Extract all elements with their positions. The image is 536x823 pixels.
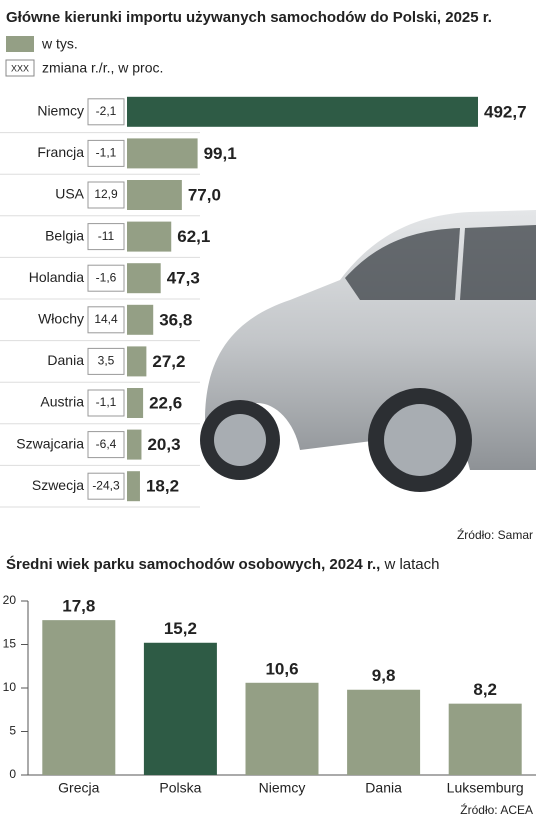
value-label: 17,8 bbox=[62, 597, 95, 616]
change-box bbox=[87, 431, 125, 459]
category-label: Francja bbox=[37, 144, 84, 160]
bar bbox=[347, 689, 421, 775]
title-main: Średni wiek parku samochodów osobowych, … bbox=[6, 555, 380, 573]
y-tick-label: 5 bbox=[9, 724, 16, 738]
bar bbox=[42, 620, 116, 775]
change-label: -24,3 bbox=[92, 478, 120, 492]
category-label: Austria bbox=[40, 394, 84, 410]
change-box bbox=[87, 264, 125, 292]
bar bbox=[127, 346, 147, 377]
category-label: USA bbox=[55, 186, 84, 202]
change-label: 14,4 bbox=[94, 312, 118, 326]
category-label: Dania bbox=[47, 352, 84, 368]
bar bbox=[143, 642, 217, 775]
change-box bbox=[87, 306, 125, 334]
bar bbox=[448, 703, 522, 775]
y-tick-label: 0 bbox=[9, 767, 16, 781]
legend-box bbox=[5, 59, 35, 77]
car-illustration bbox=[200, 210, 536, 492]
category-label: Niemcy bbox=[37, 103, 84, 119]
change-label: -1,1 bbox=[96, 146, 117, 160]
bar bbox=[127, 304, 154, 335]
y-tick-label: 20 bbox=[3, 593, 17, 607]
source: Źródło: ACEA bbox=[460, 802, 533, 817]
change-label: -6,4 bbox=[96, 437, 117, 451]
bar bbox=[127, 138, 198, 169]
subtitle: w latach bbox=[383, 556, 439, 573]
change-box bbox=[87, 472, 125, 500]
value-label: 27,2 bbox=[152, 352, 185, 371]
value-label: 492,7 bbox=[484, 102, 527, 121]
bar bbox=[245, 682, 319, 775]
change-label: 12,9 bbox=[94, 187, 118, 201]
value-label: 15,2 bbox=[164, 619, 197, 638]
category-label: Szwajcaria bbox=[16, 435, 84, 451]
y-tick-label: 15 bbox=[3, 637, 17, 651]
value-label: 9,8 bbox=[372, 666, 396, 685]
legend-label: w tys. bbox=[41, 36, 78, 52]
bar bbox=[127, 221, 172, 252]
legend-label: zmiana r./r., w proc. bbox=[42, 60, 163, 76]
category-label: Holandia bbox=[29, 269, 84, 285]
x-tick-label: Niemcy bbox=[259, 780, 306, 796]
change-label: -1,1 bbox=[96, 395, 117, 409]
x-tick-label: Dania bbox=[365, 780, 402, 796]
value-label: 62,1 bbox=[177, 227, 210, 246]
change-label: -11 bbox=[98, 229, 115, 243]
legend-sample: XXX bbox=[11, 63, 29, 73]
change-box bbox=[87, 98, 125, 126]
value-label: 99,1 bbox=[204, 144, 237, 163]
bar bbox=[127, 388, 144, 418]
change-label: -2,1 bbox=[96, 104, 117, 118]
legend-swatch bbox=[6, 36, 34, 52]
value-label: 36,8 bbox=[159, 310, 192, 329]
value-label: 8,2 bbox=[473, 680, 497, 699]
value-label: 47,3 bbox=[167, 269, 200, 288]
chart-title: Średni wiek parku samochodów osobowych, … bbox=[6, 555, 440, 573]
category-label: Belgia bbox=[45, 227, 84, 243]
bar bbox=[127, 263, 161, 294]
chart-title: Główne kierunki importu używanych samoch… bbox=[6, 9, 492, 26]
bar bbox=[127, 429, 142, 460]
category-label: Szwecja bbox=[32, 477, 84, 493]
value-label: 22,6 bbox=[149, 393, 182, 412]
x-tick-label: Grecja bbox=[58, 780, 99, 796]
change-box bbox=[87, 139, 125, 167]
bar bbox=[127, 471, 140, 502]
source: Źródło: Samar bbox=[457, 527, 533, 542]
value-label: 18,2 bbox=[146, 477, 179, 496]
change-box bbox=[87, 223, 125, 251]
value-label: 77,0 bbox=[188, 185, 221, 204]
value-label: 10,6 bbox=[265, 659, 298, 678]
bar bbox=[127, 96, 478, 127]
change-label: -1,6 bbox=[96, 270, 117, 284]
value-label: 20,3 bbox=[147, 435, 180, 454]
x-tick-label: Luksemburg bbox=[447, 780, 524, 796]
category-label: Włochy bbox=[38, 311, 84, 327]
change-box bbox=[87, 347, 125, 375]
change-label: 3,5 bbox=[98, 354, 115, 368]
change-box bbox=[87, 389, 125, 417]
y-tick-label: 10 bbox=[3, 680, 17, 694]
bar bbox=[127, 180, 182, 210]
x-tick-label: Polska bbox=[159, 780, 201, 796]
change-box bbox=[87, 181, 125, 209]
